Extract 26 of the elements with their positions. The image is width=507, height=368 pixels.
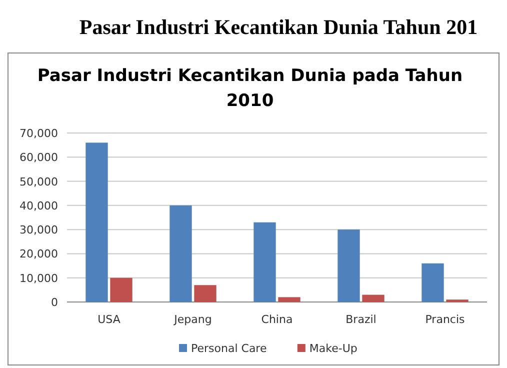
y-tick-label: 70,000 [20,127,58,140]
bar [194,285,216,302]
bar [170,205,192,302]
legend-label: Personal Care [191,342,267,355]
bar [338,230,360,302]
y-tick-label: 50,000 [20,175,58,188]
legend-label: Make-Up [309,342,358,355]
y-tick-label: 30,000 [20,224,58,237]
bar [422,263,444,302]
bar [278,297,300,302]
bar [362,294,384,302]
x-tick-label: China [261,313,293,326]
y-tick-label: 10,000 [20,272,58,285]
text: Pasar Industri Kecantikan Dunia Tahun 201 [79,15,478,39]
y-tick-label: 20,000 [20,248,58,261]
x-tick-label: Jepang [173,313,212,326]
y-tick-label: 0 [51,296,58,309]
x-tick-label: Prancis [425,313,466,326]
y-tick-label: 60,000 [20,151,58,164]
x-tick-label: USA [98,313,121,326]
bar [86,142,108,302]
x-tick-label: Brazil [346,313,376,326]
y-tick-label: 40,000 [20,199,58,212]
bar [254,222,276,302]
bar [110,278,132,302]
chart-title: Pasar Industri Kecantikan Dunia pada Tahun 2010 [37,66,463,111]
